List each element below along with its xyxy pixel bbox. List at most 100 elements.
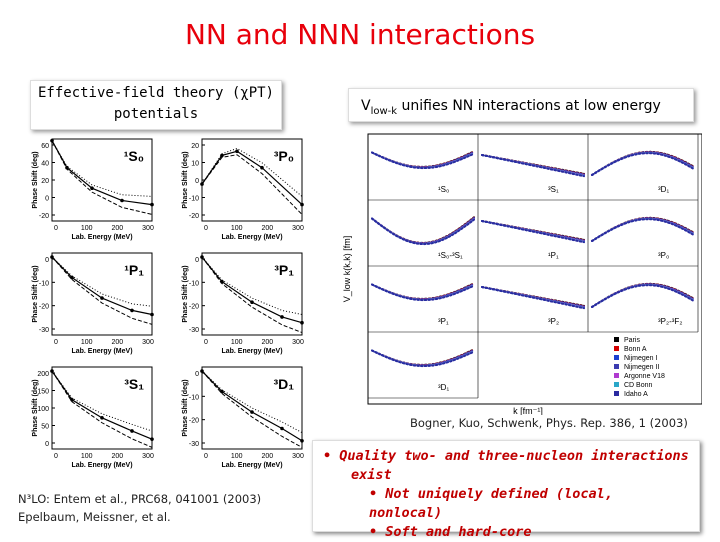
vlowk-channel-label: ³D₁ (438, 383, 449, 392)
y-tick-label: -20 (189, 304, 199, 311)
phase-panel: 0 -10 -20 -30 0 100 200 300 Lab. Energy (MeV) Pha… (32, 252, 154, 355)
panel-frame (201, 366, 303, 450)
legend-label: Idaho A (624, 391, 648, 398)
x-tick-label: 300 (142, 339, 154, 346)
x-tick-label: 300 (292, 225, 304, 232)
legend-label: Argonne V18 (624, 373, 665, 380)
vlowk-series-curve (591, 218, 695, 242)
x-axis-label: Lab. Energy (MeV) (221, 462, 282, 469)
y-tick-label: 200 (37, 371, 49, 378)
phase-curve-dashed (51, 140, 153, 215)
vlowk-subpanel: ¹P₁ (478, 200, 589, 267)
x-tick-label: 200 (261, 453, 273, 460)
y-tick-label: 20 (191, 143, 199, 150)
y-tick-label: -20 (189, 213, 199, 220)
vlowk-symbol: V (361, 98, 371, 114)
phase-curve-dashed (51, 370, 153, 448)
y-tick-label: -10 (189, 394, 199, 401)
vlowk-series-curve (481, 154, 585, 178)
vlowk-series-curve (481, 220, 585, 244)
vlowk-subpanel: ³S₁ (478, 134, 589, 201)
x-tick-label: 300 (292, 453, 304, 460)
y-tick-label: -10 (39, 280, 49, 287)
y-axis-label: Phase Shift (deg) (32, 151, 39, 208)
vlowk-subpanel: ³P₂ (478, 266, 589, 333)
y-tick-label: 60 (41, 143, 49, 150)
y-axis-label: Phase Shift (deg) (182, 265, 189, 322)
phase-data-point (220, 279, 224, 284)
x-tick-label: 200 (111, 339, 123, 346)
x-tick-label: 100 (231, 225, 243, 232)
phase-data-point (220, 153, 224, 158)
x-tick-label: 0 (54, 225, 58, 232)
bullet-quality-cont: exist (351, 467, 392, 483)
x-tick-label: 100 (231, 453, 243, 460)
phase-data-point (150, 437, 154, 441)
vlowk-subpanel: ³P₂-³F₂ (588, 266, 699, 333)
vlowk-channel-label: ¹S₀ (438, 185, 449, 194)
legend-label: Nijmegen II (624, 364, 659, 371)
phase-data-point (250, 410, 254, 414)
vlowk-channel-label: ³P₁ (438, 317, 449, 326)
channel-label: ¹P₁ (124, 262, 144, 278)
vlowk-subpanel: ¹S₀-³S₁ (368, 200, 479, 267)
vlowk-series-curve (371, 349, 475, 368)
x-tick-label: 300 (142, 453, 154, 460)
panel-frame (51, 138, 153, 222)
panel-frame (201, 252, 303, 336)
x-tick-label: 100 (81, 339, 93, 346)
y-tick-label: 100 (37, 406, 49, 413)
x-axis-label: Lab. Energy (MeV) (221, 348, 282, 355)
bullet-quality: • Quality two- and three-nucleon interac… (323, 448, 689, 464)
phase-curve-dashed (201, 154, 303, 215)
panel-frame (201, 138, 303, 222)
vlowk-series-curve (481, 286, 585, 310)
vlowk-subpanel: ³P₁ (368, 266, 479, 333)
x-tick-label: 300 (142, 225, 154, 232)
y-tick-label: 0 (195, 371, 199, 378)
y-axis-label: Phase Shift (deg) (182, 379, 189, 436)
phase-data-point (130, 308, 134, 313)
vlowk-subpanel: ³D₁ (368, 332, 479, 399)
x-tick-label: 200 (261, 225, 273, 232)
phase-data-point (300, 439, 304, 443)
legend-label: Bonn A (624, 346, 647, 353)
x-tick-label: 100 (81, 453, 93, 460)
y-tick-label: 150 (37, 389, 49, 396)
phase-data-point (280, 315, 284, 319)
channel-label: ³D₁ (273, 376, 294, 392)
vlowk-subscript: low-k (370, 105, 398, 117)
bullet-box: • Quality two- and three-nucleon interac… (312, 440, 700, 540)
x-tick-label: 100 (81, 225, 93, 232)
phase-data-point (260, 165, 264, 170)
y-tick-label: -30 (189, 327, 199, 334)
phase-data-point (200, 255, 204, 259)
y-tick-label: -10 (189, 280, 199, 287)
vlowk-series-curve (591, 284, 695, 308)
y-tick-label: 0 (195, 178, 199, 185)
vlowk-series-curve (371, 217, 475, 245)
phase-data-point (300, 202, 304, 207)
vlowk-series-curve (591, 152, 695, 176)
legend-marker (614, 355, 619, 360)
phase-panel: 200 150 100 50 00 100 200 300 Lab. Energy (MeV) P… (32, 366, 154, 469)
y-axis-label: Phase Shift (deg) (32, 265, 39, 322)
phase-curve-dotted (201, 147, 303, 197)
vlowk-subpanel: ¹S₀ (368, 134, 479, 201)
phase-curve-dotted (201, 370, 303, 434)
vlowk-x-label: k [fm⁻¹] (513, 406, 543, 415)
phase-panel: 0 -10 -20 -30 0 100 200 300 Lab. Energy (MeV) Pha… (182, 366, 304, 469)
x-axis-label: Lab. Energy (MeV) (71, 234, 132, 241)
phase-data-point (100, 416, 104, 420)
legend-label: Paris (624, 337, 640, 344)
phase-data-point (90, 186, 94, 190)
x-axis-label: Lab. Energy (MeV) (221, 234, 282, 241)
y-tick-label: 40 (41, 161, 49, 168)
phase-data-point (235, 149, 239, 154)
phase-data-point (65, 165, 69, 170)
phase-data-point (200, 369, 204, 373)
phase-curve-dotted (51, 256, 153, 307)
slide-title: NN and NNN interactions (184, 18, 536, 51)
